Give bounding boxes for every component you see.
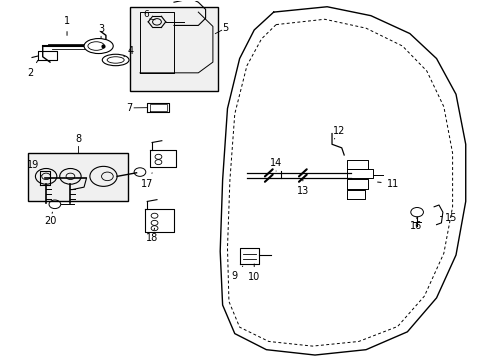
- Text: 7: 7: [126, 103, 132, 113]
- Text: 18: 18: [146, 228, 158, 243]
- Text: 2: 2: [27, 60, 38, 78]
- Text: 11: 11: [377, 179, 398, 189]
- Text: 13: 13: [296, 179, 308, 197]
- Bar: [28, 153, 127, 202]
- Text: 20: 20: [44, 212, 56, 226]
- Text: 15: 15: [440, 212, 456, 222]
- Text: 17: 17: [141, 173, 153, 189]
- Text: 14: 14: [269, 158, 282, 171]
- Text: 6: 6: [143, 10, 149, 19]
- Ellipse shape: [102, 54, 129, 66]
- Text: 19: 19: [27, 160, 41, 176]
- Ellipse shape: [107, 57, 124, 63]
- Ellipse shape: [84, 39, 113, 54]
- Text: 8: 8: [75, 134, 81, 144]
- Text: 1: 1: [64, 16, 70, 35]
- Ellipse shape: [88, 42, 104, 50]
- Text: 12: 12: [332, 126, 345, 139]
- Text: 16: 16: [408, 217, 421, 231]
- Bar: [130, 7, 217, 91]
- Text: 9: 9: [231, 266, 242, 281]
- Text: 4: 4: [123, 46, 133, 57]
- Text: 10: 10: [247, 264, 260, 282]
- Text: 5: 5: [222, 23, 228, 33]
- Text: 3: 3: [98, 23, 104, 38]
